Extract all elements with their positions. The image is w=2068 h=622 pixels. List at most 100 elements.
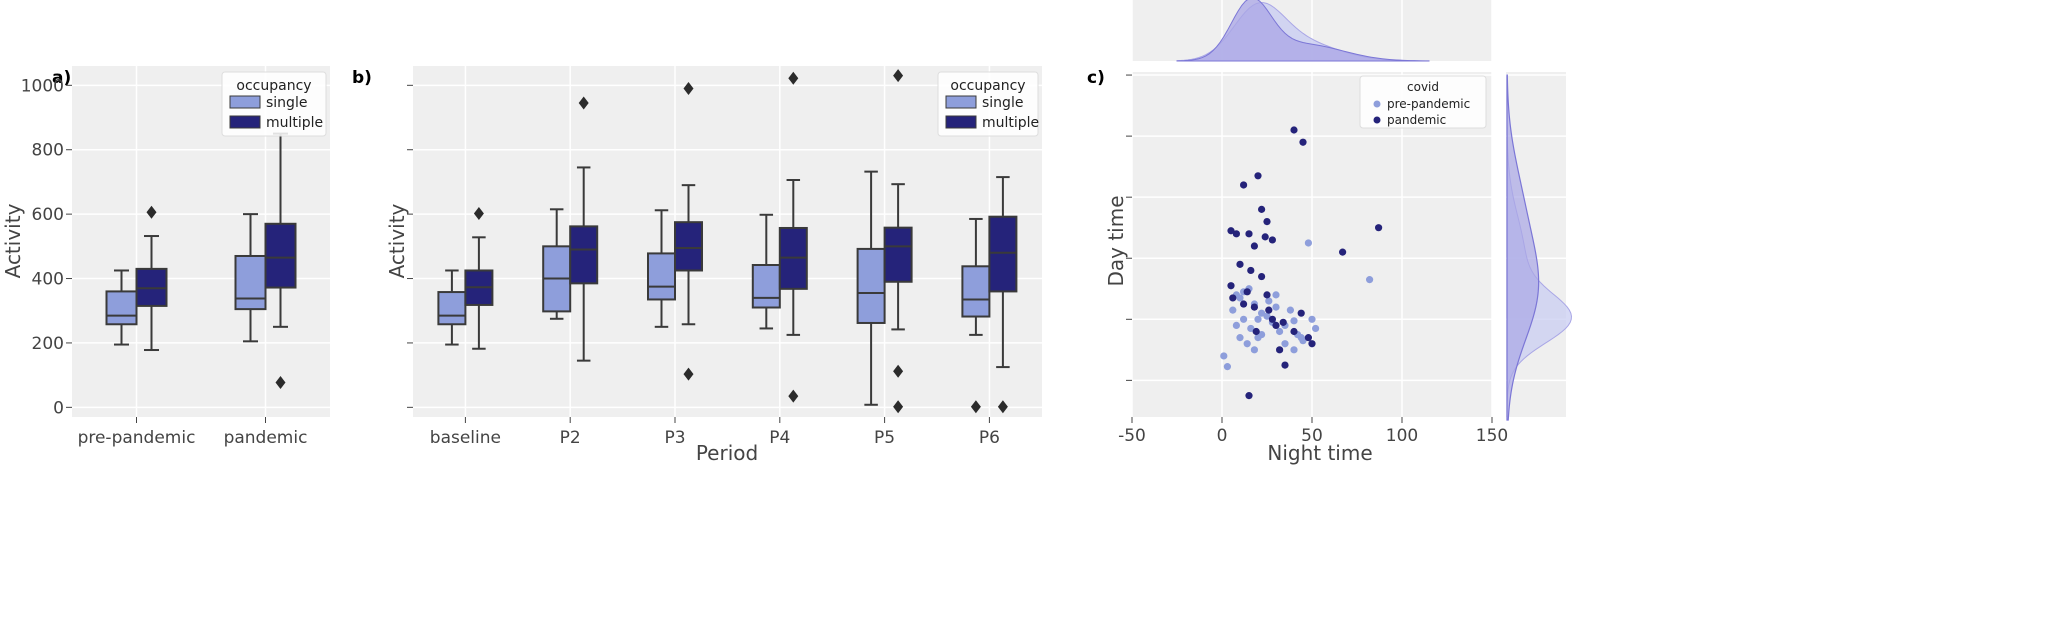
b-xtick-label: baseline [430, 428, 501, 448]
panel-b-label: b) [352, 68, 372, 88]
scatter-point-pre-pandemic [1312, 324, 1320, 333]
scatter-point-pre-pandemic [1297, 334, 1305, 342]
scatter-point-pandemic [1245, 392, 1253, 400]
scatter-point-pandemic [1232, 230, 1240, 238]
scatter-point-pre-pandemic [1240, 315, 1248, 323]
iqr-box [647, 252, 676, 301]
scatter-point-pandemic [1227, 227, 1235, 235]
scatter-point-pre-pandemic [1258, 309, 1266, 317]
panel-c-legend-marker-pan [1373, 116, 1381, 124]
panel-c-legend: covid pre-pandemic pandemic [1359, 75, 1487, 129]
scatter-point-pandemic [1272, 321, 1280, 330]
a-ytick-label: 400 [32, 270, 64, 290]
outlier-marker [970, 400, 981, 414]
scatter-point-pandemic [1250, 303, 1258, 311]
c-xtick-label: 150 [1476, 426, 1508, 446]
scatter-point-pre-pandemic [1247, 324, 1255, 333]
scatter-point-pandemic [1276, 346, 1284, 354]
outlier-marker [683, 367, 694, 381]
scatter-point-pandemic [1250, 242, 1258, 250]
b-xtick-label: P3 [664, 428, 685, 448]
panel-c: c) -50 0 50 100 150 Night time Day time covi… [1087, 0, 1572, 465]
panel-a-legend-title: occupancy [236, 78, 311, 94]
scatter-point-pandemic [1258, 205, 1266, 213]
kde-top-pandemic [1176, 0, 1430, 62]
scatter-point-pre-pandemic [1290, 317, 1298, 325]
iqr-box [751, 264, 781, 309]
outlier-marker [788, 389, 799, 403]
scatter-point-pre-pandemic [1220, 352, 1228, 360]
scatter-point-pandemic [1263, 291, 1271, 299]
a-ytick-label: 0 [53, 398, 64, 418]
outlier-marker [893, 400, 904, 414]
scatter-point-pandemic [1268, 315, 1276, 323]
panel-c-x-ticks: -50 0 50 100 150 [1118, 417, 1508, 446]
c-xtick-label: 50 [1301, 426, 1323, 446]
a-box-multiple-1 [264, 132, 297, 390]
scatter-point-pre-pandemic [1229, 306, 1237, 314]
b-box-multiple-4 [883, 69, 913, 414]
scatter-point-pandemic [1281, 361, 1289, 369]
b-box-multiple-1 [569, 96, 599, 362]
iqr-box [105, 290, 138, 326]
panel-b: b) baseline P2 P3 P4 P5 P6 Activity Period oc… [352, 66, 1042, 465]
a-ytick-label: 800 [32, 141, 64, 161]
scatter-point-pre-pandemic [1254, 315, 1262, 323]
scatter-point-pandemic [1261, 233, 1269, 241]
scatter-point-pandemic [1252, 327, 1260, 336]
panel-c-gridlines [1131, 72, 1493, 417]
panel-c-legend-label-pan: pandemic [1387, 113, 1446, 127]
scatter-point-pre-pandemic [1223, 363, 1231, 371]
iqr-box [856, 247, 886, 324]
c-xtick-label: 0 [1217, 426, 1228, 446]
panel-c-legend-title: covid [1407, 80, 1439, 94]
scatter-point-pandemic [1263, 218, 1271, 226]
scatter-point-pandemic [1240, 181, 1248, 189]
a-ytick-label: 1000 [21, 76, 64, 96]
a-ytick-label: 200 [32, 334, 64, 354]
panel-a-legend-label-multiple: multiple [266, 115, 323, 131]
panel-a-y-label: Activity [1, 203, 25, 278]
b-xtick-label: P6 [979, 428, 1000, 448]
b-box-multiple-3 [778, 71, 808, 403]
panel-c-label: c) [1087, 68, 1105, 88]
scatter-point-pandemic [1258, 272, 1266, 281]
scatter-point-pre-pandemic [1286, 306, 1294, 314]
outlier-marker [997, 400, 1008, 414]
b-box-single-5 [961, 217, 991, 414]
scatter-point-pandemic [1290, 327, 1298, 336]
a-box-single-0 [105, 269, 138, 346]
iqr-box [437, 291, 467, 326]
iqr-box [883, 226, 913, 283]
a-ytick-label: 600 [32, 205, 64, 225]
panel-c-y-ticks [1126, 74, 1132, 381]
c-xtick-label: -50 [1118, 426, 1146, 446]
panel-a-label: a) [52, 68, 71, 88]
scatter-point-pandemic [1279, 318, 1287, 326]
panel-c-legend-label-pre: pre-pandemic [1387, 97, 1470, 111]
scatter-point-pre-pandemic [1290, 346, 1298, 354]
b-box-single-3 [751, 213, 781, 330]
scatter-point-pandemic [1375, 224, 1383, 232]
a-xtick-label: pandemic [224, 428, 308, 448]
scatter-point-pandemic [1227, 282, 1235, 290]
scatter-point-pandemic [1247, 266, 1255, 275]
scatter-point-pre-pandemic [1272, 303, 1280, 311]
panel-a-legend: occupancy single multiple [221, 71, 327, 137]
scatter-point-pre-pandemic [1281, 340, 1289, 348]
scatter-point-pre-pandemic [1308, 315, 1316, 323]
scatter-point-pre-pandemic [1304, 239, 1312, 247]
panel-b-legend: occupancy single multiple [937, 71, 1039, 137]
scatter-point-pandemic [1243, 288, 1251, 296]
b-xtick-label: P5 [874, 428, 895, 448]
outlier-marker [893, 69, 904, 83]
panel-b-legend-swatch-multiple [945, 115, 977, 129]
scatter-point-pre-pandemic [1236, 334, 1244, 342]
scatter-point-pandemic [1245, 230, 1253, 238]
iqr-box [988, 215, 1018, 293]
outlier-marker [893, 364, 904, 378]
a-box-single-1 [234, 213, 267, 343]
scatter-point-pandemic [1240, 300, 1248, 308]
scatter-point-pre-pandemic [1243, 340, 1251, 348]
kde-right-pandemic [1506, 74, 1540, 421]
